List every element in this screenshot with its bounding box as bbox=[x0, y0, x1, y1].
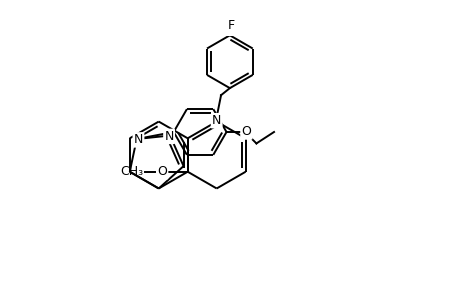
Text: N: N bbox=[212, 114, 221, 127]
Text: O: O bbox=[157, 165, 167, 178]
Text: O: O bbox=[241, 125, 251, 139]
Text: N: N bbox=[164, 130, 174, 143]
Text: N: N bbox=[134, 134, 143, 146]
Text: F: F bbox=[228, 19, 235, 32]
Text: CH₃: CH₃ bbox=[120, 165, 143, 178]
